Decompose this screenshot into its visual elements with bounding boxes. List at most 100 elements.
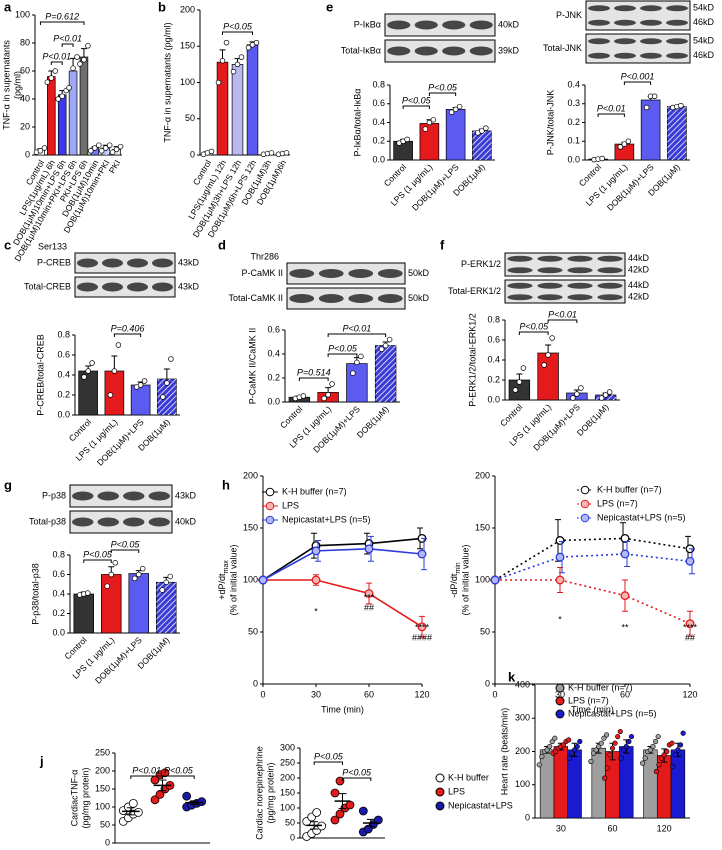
data-point [104,583,110,589]
x-tick-label: 0 [492,689,497,699]
x-tick-label: Control [278,404,305,431]
blot-band [348,294,374,303]
significance-bracket [597,113,625,117]
blot-band [72,517,94,527]
y-axis-label: (% of initial value) [228,544,238,615]
data-point [335,809,345,819]
data-point [106,142,113,148]
legend-marker [435,787,445,797]
significance-bracket [402,105,430,109]
x-tick-label: Control [62,635,89,662]
data-point [77,61,83,67]
data-point [483,125,489,131]
data-point [601,735,607,741]
blot-band [318,269,344,278]
y-tick-label: 0.2 [57,389,70,399]
blot-band [152,258,173,268]
blot-band [127,282,148,292]
legend-label: Nepicastat+LPS [448,800,513,810]
significance-label: P<0.05 [223,21,253,31]
data-point [74,54,80,60]
blot [384,39,496,63]
data-point [167,573,174,580]
data-point [541,362,547,368]
data-point [618,755,624,761]
x-tick-label: 60 [620,689,630,699]
panel-label: d [218,237,226,252]
x-tick-label: Control [498,402,525,429]
data-point [670,763,676,770]
legend-marker [555,709,565,719]
series-line [262,537,423,581]
data-point [621,747,627,753]
data-point [669,740,675,746]
blot-size: 50kD [408,268,430,278]
blot-band [614,52,636,59]
panel-label: e [326,0,333,14]
blot [69,484,173,508]
y-tick-label: 0.6 [487,334,500,344]
x-tick-label: 30 [555,689,565,699]
legend-marker [265,487,275,497]
y-tick-label: 50 [248,626,258,636]
data-point [88,148,94,154]
data-point [628,733,635,740]
blot-name: P-CREB [37,257,71,267]
significance-bracket [113,333,142,337]
bar [128,573,150,634]
error-bar [338,793,347,810]
data-point [578,385,584,391]
legend-label: Nepicastat+LPS (n=5) [597,512,686,522]
data-point [107,392,114,398]
data-point [647,747,653,753]
blot-band [318,294,344,303]
data-point [650,743,656,750]
data-point [448,109,455,115]
significance-label: P<0.05 [428,82,458,92]
data-point [577,738,583,745]
data-point [625,138,632,145]
x-axis-label: Time (min) [571,704,614,714]
panel-label: c [4,237,11,252]
y-tick-label: 0 [25,149,30,159]
legend-label: LPS (n=7) [597,498,638,508]
blot-band [597,294,623,301]
significance-label: P<0.05 [519,321,549,331]
significance-label: P=0.612 [45,11,79,21]
data-point [160,394,166,400]
significance-bracket [518,331,549,335]
legend-label: LPS [282,500,299,510]
y-tick-label: 0.2 [567,117,580,127]
x-tick-label: PKI [107,158,123,175]
data-point [160,768,170,778]
blot [74,276,176,298]
blot-band [588,52,610,59]
significance-label: P<0.05 [83,549,113,559]
blot-band [567,294,593,301]
y-tick-label: 50 [285,817,295,827]
y-tick-label: 100 [95,801,110,811]
data-point [545,352,551,358]
blot-band [588,5,610,12]
data-point [215,79,222,86]
panel-label: k [508,669,516,684]
significance-mark: **** [683,622,698,632]
blot-name: Total-CREB [24,281,71,291]
blot-name: Total-ERK1/2 [448,286,501,296]
data-point [115,342,122,348]
significance-label: P<0.01 [342,323,371,333]
y-tick-label: 0 [290,832,295,842]
data-point [96,142,102,148]
blot-band [537,294,563,301]
bar [246,44,259,156]
data-point [620,549,630,559]
bar [73,593,94,634]
blot-band [102,282,123,292]
blot-band [102,258,123,268]
bar-hatch [667,106,687,160]
y-tick-label: 150 [475,522,490,532]
legend-marker [555,696,565,706]
data-point [89,360,95,366]
data-point [617,144,624,150]
x-tick-label: 60 [364,689,374,699]
